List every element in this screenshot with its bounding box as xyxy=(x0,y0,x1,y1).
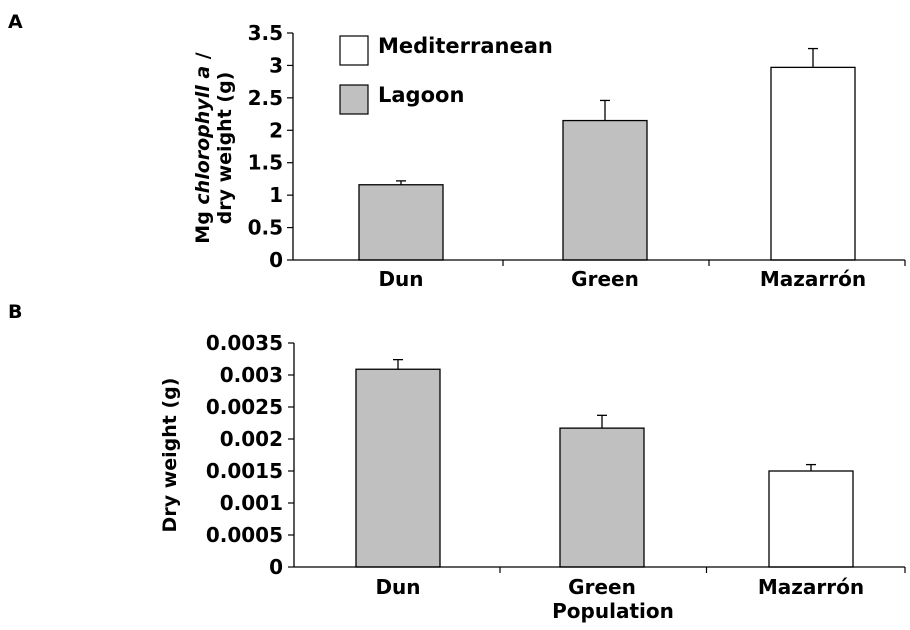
panel-b-bar-mazarrón xyxy=(768,470,854,568)
panel-b-xlabel: Population xyxy=(552,599,674,623)
panel-a-ylabel-suffix: / xyxy=(192,52,214,66)
panel-b-y-tick-label: 0.0035 xyxy=(206,331,283,355)
legend-label-mediterranean: Mediterranean xyxy=(378,34,553,58)
panel-a-y-tick-label: 0 xyxy=(269,248,283,272)
panel-b-label: B xyxy=(8,301,22,323)
panel-b-category-label: Dun xyxy=(375,575,420,599)
legend-label-lagoon: Lagoon xyxy=(378,83,464,107)
legend-swatch-mediterranean xyxy=(339,35,369,66)
panel-a: A 0 0.5 1 1.5 2 2.5 3 3.5 Dun Green Mazarrón Mg ch… xyxy=(8,11,906,291)
panel-b-category-label: Green xyxy=(568,575,636,599)
panel-b-y-tick-label: 0.001 xyxy=(220,491,283,515)
panel-a-ylabel-prefix: Mg xyxy=(192,205,214,244)
panel-a-y-tick-label: 2 xyxy=(269,118,283,142)
panel-b-y-tick-label: 0.0005 xyxy=(206,523,283,547)
panel-a-category-label: Mazarrón xyxy=(760,267,866,291)
panel-a-category-label: Dun xyxy=(378,267,423,291)
panel-a-bar-dun xyxy=(358,184,444,261)
panel-a-label: A xyxy=(8,11,23,33)
panel-b-ylabel: Dry weight (g) xyxy=(159,378,181,533)
panel-a-y-tick-label: 2.5 xyxy=(248,86,283,110)
panel-b-y-tick-label: 0.0025 xyxy=(206,395,283,419)
panel-a-ylabel-italic: chlorophyll a xyxy=(192,66,214,205)
legend-swatch-lagoon xyxy=(339,84,369,115)
panel-a-ylabel-line1: Mg chlorophyll a / xyxy=(192,52,214,244)
panel-a-y-tick-label: 0.5 xyxy=(248,216,283,240)
panel-a-bar-mazarrón xyxy=(770,66,856,261)
panel-a-axes: 0 0.5 1 1.5 2 2.5 3 3.5 Dun Green Mazarrón xyxy=(248,21,906,291)
panel-b-y-tick-label: 0 xyxy=(269,555,283,579)
panel-a-y-tick-label: 1.5 xyxy=(248,151,283,175)
legend: Mediterranean Lagoon xyxy=(339,34,553,115)
panel-b-bar-green xyxy=(559,427,645,568)
panel-b-bars xyxy=(355,358,854,568)
panel-b-bar-dun xyxy=(355,368,441,568)
panel-b-y-tick-label: 0.0015 xyxy=(206,459,283,483)
panel-b-axes: 0 0.0005 0.001 0.0015 0.002 0.0025 0.003 0.0035… xyxy=(206,331,906,599)
panel-a-category-label: Green xyxy=(571,267,639,291)
panel-a-y-tick-label: 3 xyxy=(269,53,283,77)
panel-a-bar-green xyxy=(562,119,648,261)
panel-b-y-tick-label: 0.003 xyxy=(220,363,283,387)
panel-b-y-tick-label: 0.002 xyxy=(220,427,283,451)
panel-a-y-tick-label: 3.5 xyxy=(248,21,283,45)
panel-b-category-label: Mazarrón xyxy=(758,575,864,599)
panel-a-ylabel-line2: dry weight (g) xyxy=(214,72,236,225)
panel-a-y-tick-label: 1 xyxy=(269,183,283,207)
panel-b: B 0 0.0005 0.001 0.0015 0.002 0.0025 0.003 0.00… xyxy=(8,301,906,623)
panel-a-bars xyxy=(358,47,856,261)
